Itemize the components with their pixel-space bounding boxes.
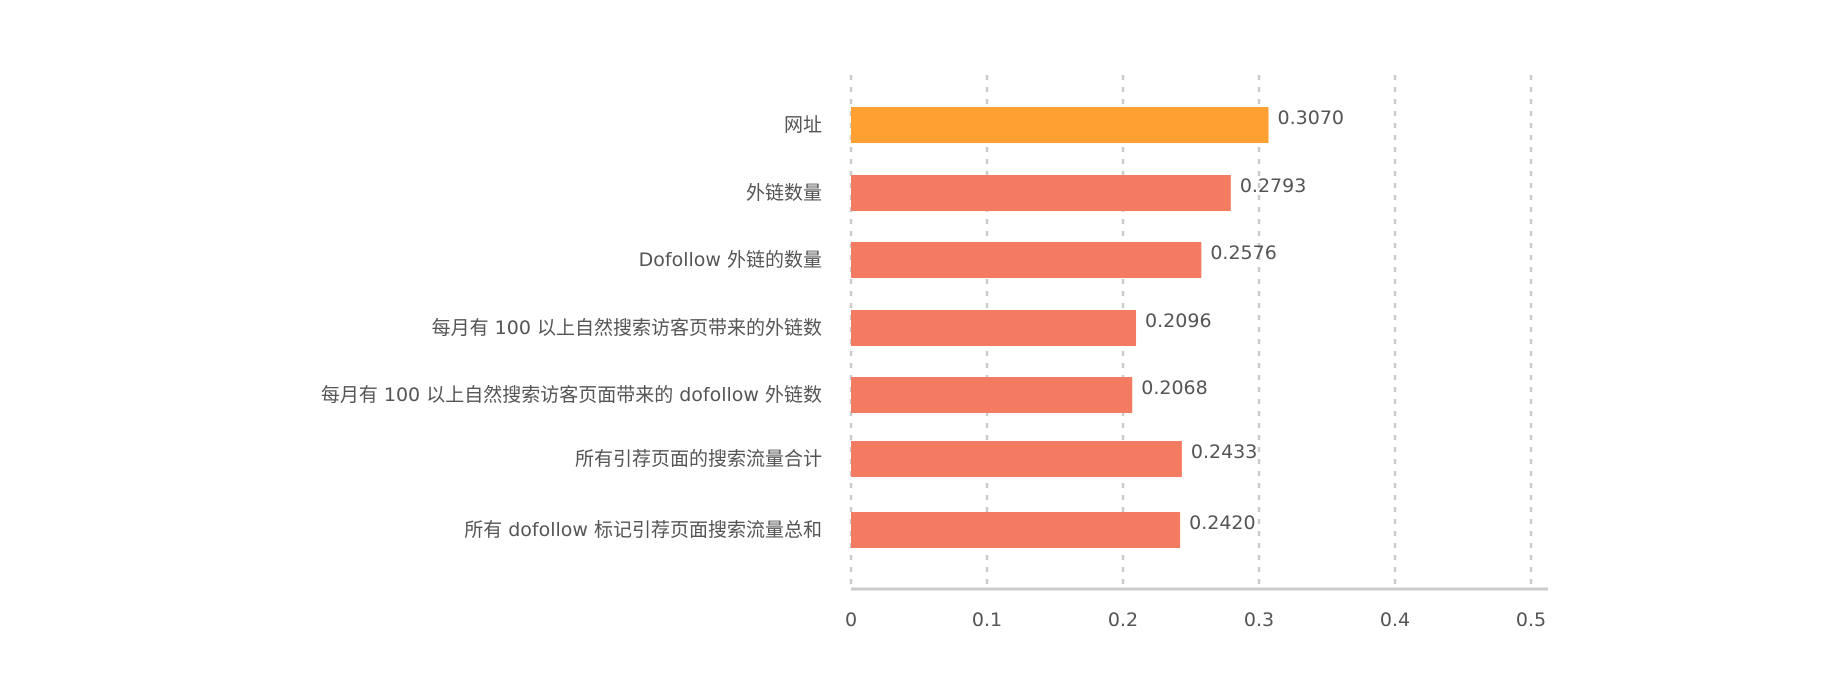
bar [851,377,1133,413]
category-label: 每月有 100 以上自然搜索访客页面带来的 dofollow 外链数 [321,384,822,406]
x-tick-label: 0.2 [1108,609,1138,631]
value-label: 0.2068 [1141,377,1207,399]
category-label: Dofollow 外链的数量 [639,249,822,271]
value-label: 0.2096 [1145,310,1211,332]
value-label: 0.3070 [1278,107,1344,129]
category-label: 所有引荐页面的搜索流量合计 [575,448,822,470]
bar [851,242,1202,278]
x-tick-label: 0.4 [1380,609,1410,631]
value-label: 0.2793 [1240,175,1306,197]
category-label: 每月有 100 以上自然搜索访客页带来的外链数 [432,317,822,339]
category-label: 外链数量 [746,182,822,204]
value-label: 0.2420 [1189,512,1255,534]
bar [851,175,1231,211]
bar [851,441,1182,477]
bar [851,107,1269,143]
x-tick-label: 0.3 [1244,609,1274,631]
x-axis: 0 0.1 0.2 0.3 0.4 0.5 [845,587,1548,631]
x-tick-label: 0.5 [1516,609,1546,631]
bar [851,512,1181,548]
bar [851,310,1137,346]
category-label: 网址 [784,114,822,136]
value-label: 0.2433 [1191,441,1257,463]
category-label: 所有 dofollow 标记引荐页面搜索流量总和 [464,519,822,541]
bars [851,107,1269,548]
x-tick-label: 0.1 [972,609,1002,631]
value-label: 0.2576 [1210,242,1276,264]
x-tick-label: 0 [845,609,857,631]
labels: 网址 0.3070 外链数量 0.2793 Dofollow 外链的数量 0.2576 每月… [321,107,1344,541]
